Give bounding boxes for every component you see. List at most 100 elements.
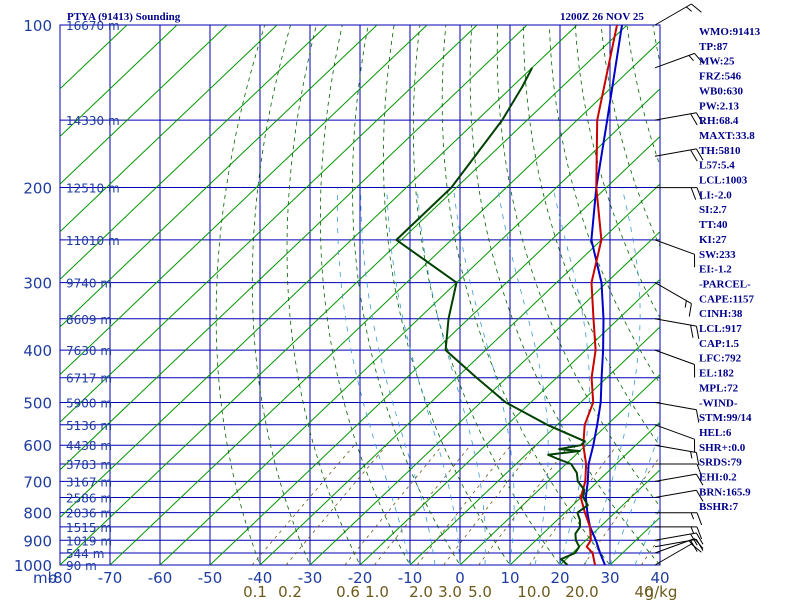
moist-adiabat [453,187,515,565]
sounding-index-label: EL:182 [699,368,734,380]
mixing-ratio-line [478,444,570,565]
height-label: 4438 m [66,439,112,453]
skewed-isotherm [60,25,378,328]
sounding-index-label: CAPE:1157 [699,293,755,305]
height-label: 544 m [66,547,104,561]
temperature-profile-line [579,25,618,565]
wind-barb [655,187,703,200]
skewed-isotherm [60,25,278,233]
skewed-isotherm [60,25,478,423]
temperature-tick-label: 30 [600,569,619,587]
dry-adiabat [251,25,311,565]
height-label: 12510 m [66,182,120,196]
dry-adiabats [215,25,800,576]
height-label: 1019 m [66,534,112,548]
dry-adiabat [320,25,411,565]
mixing-ratio-line [344,444,443,565]
temperature-tick-label: -50 [198,569,223,587]
wind-barb [655,463,703,477]
moist-adiabat [336,187,411,565]
sounding-index-label: TP:87 [699,41,728,53]
dry-adiabat [782,25,800,576]
sounding-index-label: PW:2.13 [699,100,740,112]
dry-adiabat [441,25,611,565]
skewed-isotherm [60,25,228,185]
wind-barb [654,112,704,126]
wind-barb [654,3,702,26]
wind-barb [655,512,703,525]
moist-adiabat [584,187,641,565]
skewed-isotherm [60,25,578,519]
moist-adiabat [360,187,436,565]
dry-adiabat [469,25,660,565]
sounding-profiles [395,25,623,565]
height-label: 3167 m [66,475,112,489]
sounding-index-label: RH:68.4 [699,115,739,127]
skewed-isotherm [60,25,328,280]
wind-barbs [654,3,704,566]
sounding-index-label: MW:25 [699,56,735,68]
mixing-ratio-label: 20.0 [565,583,598,600]
skewed-isotherm [409,326,660,565]
pressure-tick-label: 400 [23,342,52,360]
pressure-tick-label: 500 [23,394,52,412]
mixing-ratio-label: 10.0 [517,583,550,600]
height-label: 2586 m [66,492,112,506]
chart-grid [59,24,661,566]
mixing-ratio-line [374,444,471,565]
skewed-isotherm [459,373,660,565]
wind-barb [654,52,704,69]
sounding-index-label: TT:40 [699,219,728,231]
sounding-index-label: -WIND- [699,397,738,409]
pressure-tick-label: 800 [23,505,52,523]
moist-adiabat [386,187,461,565]
sounding-index-label: LFC:792 [699,353,742,365]
moist-adiabat [416,187,486,565]
mixing-ratio-label: g/kg [645,583,678,600]
moist-adiabat [497,187,549,565]
skewed-isotherms [60,25,660,565]
sounding-index-label: -PARCEL- [699,278,751,290]
wind-barb [654,239,696,268]
sounding-index-label: WMO:91413 [699,26,761,38]
sounding-index-label: STM:99/14 [699,412,752,424]
mixing-ratio-line [285,444,387,565]
dry-adiabat [756,25,800,576]
temperature-tick-label: -80 [48,569,73,587]
wind-barb [654,473,704,486]
height-label: 5136 m [66,419,112,433]
mixing-ratio-label: 2.0 [409,583,433,600]
height-label: 3783 m [66,458,112,472]
height-label: 14330 m [66,114,120,128]
sounding-index-label: SHR+:0.0 [699,442,746,454]
skewed-isotherm [509,421,660,565]
moist-adiabat [609,430,660,565]
sounding-index-label: TH:5810 [699,145,741,157]
height-label: 7630 m [66,344,112,358]
pressure-tick-label: 900 [23,532,52,550]
temperature-tick-label: -40 [248,569,273,587]
wind-barb [654,148,704,162]
wind-barb [655,526,703,540]
height-label: 5900 m [66,396,112,410]
sounding-index-label: HEL:6 [699,427,732,439]
skewed-isotherm [259,183,660,565]
mixing-ratio-line [443,444,537,565]
mixing-ratio-line [251,444,355,565]
wind-barb [654,444,700,466]
wind-barb [654,538,704,552]
temperature-tick-label: 0 [455,569,465,587]
sounding-index-label: WB0:630 [699,85,744,97]
height-label: 11010 m [66,234,120,248]
skewed-isotherm [60,25,528,471]
mixing-ratio-label: 0.1 [243,583,267,600]
temperature-tick-label: -20 [348,569,373,587]
pressure-tick-label: 300 [23,275,52,293]
temperature-tick-label: -10 [398,569,423,587]
skewed-isotherm [60,25,178,138]
wind-barb [654,489,704,502]
sounding-index-label: L57:5.4 [699,160,735,172]
sounding-index-label: LCL:1003 [699,175,748,187]
